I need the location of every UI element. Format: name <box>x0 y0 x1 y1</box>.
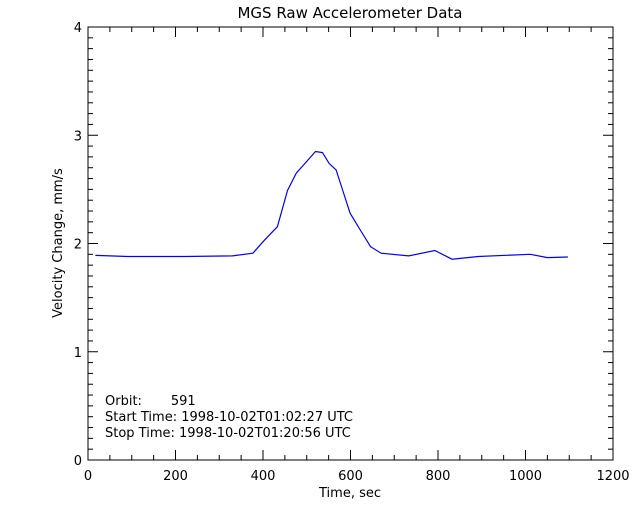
x-tick-label: 1200 <box>596 469 629 484</box>
y-tick-label: 2 <box>74 238 82 253</box>
x-tick-label: 0 <box>84 469 92 484</box>
annotation-orbit: Orbit: 591 <box>105 394 196 409</box>
x-tick-label: 200 <box>163 469 188 484</box>
annotation-start-time: Start Time: 1998-10-02T01:02:27 UTC <box>105 410 353 425</box>
y-axis-label: Velocity Change, mm/s <box>51 168 66 318</box>
y-tick-label: 1 <box>74 346 82 361</box>
chart-title: MGS Raw Accelerometer Data <box>237 4 462 22</box>
annotation-stop-time: Stop Time: 1998-10-02T01:20:56 UTC <box>105 426 351 441</box>
x-tick-label: 800 <box>426 469 451 484</box>
x-axis-label: Time, sec <box>318 486 381 501</box>
y-tick-label: 0 <box>74 454 82 469</box>
velocity-series-line <box>95 150 568 260</box>
x-tick-label: 400 <box>251 469 276 484</box>
x-tick-label: 600 <box>338 469 363 484</box>
x-tick-label: 1000 <box>509 469 542 484</box>
y-tick-label: 4 <box>74 21 82 36</box>
y-tick-label: 3 <box>74 129 82 144</box>
